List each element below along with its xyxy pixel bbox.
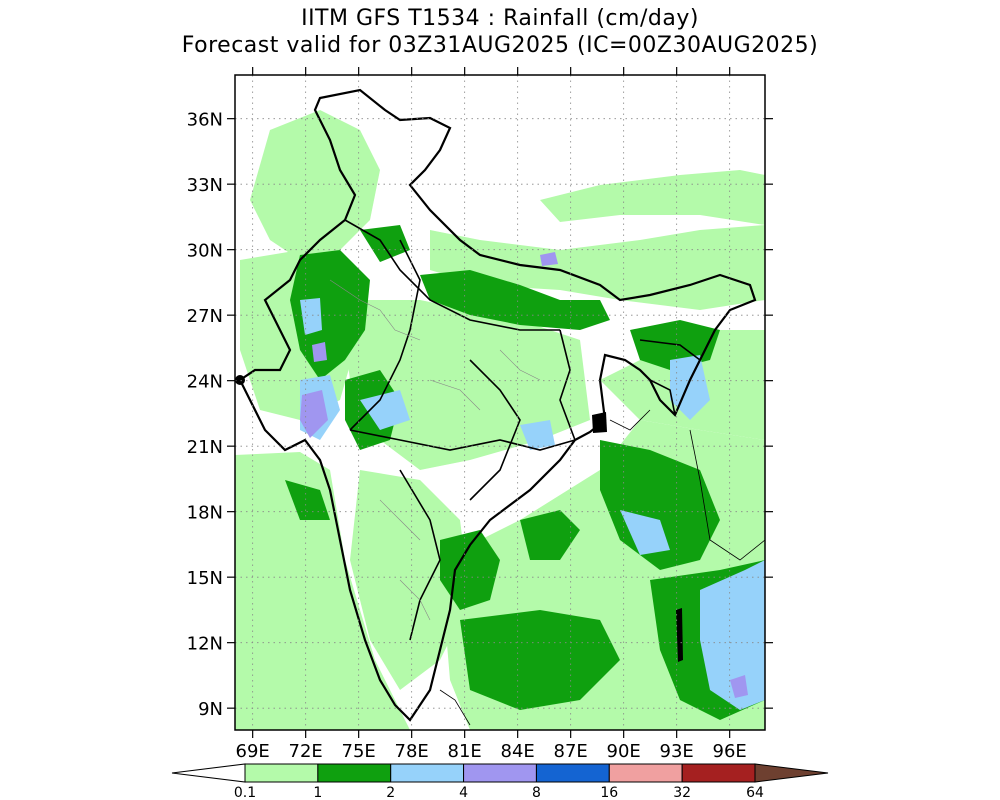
colorbar-below-triangle: [171, 763, 246, 783]
lon-label: 72E: [289, 741, 323, 762]
colorbar-swatch: [681, 763, 756, 783]
lat-label: 21N: [187, 437, 223, 458]
lat-label: 24N: [187, 372, 223, 393]
rain-field-heavy: [300, 298, 765, 710]
colorbar-label: 4: [459, 785, 468, 800]
lon-label: 90E: [607, 741, 641, 762]
colorbar-label: 0.1: [234, 785, 256, 800]
colorbar-above-triangle: [754, 763, 829, 783]
plot-frame: [234, 74, 766, 731]
neighbour-borders: [439, 409, 766, 726]
lat-label: 27N: [187, 306, 223, 327]
lon-label: 93E: [660, 741, 694, 762]
colorbar-label: 8: [532, 785, 541, 800]
grid-lines: [235, 75, 765, 730]
chart-subtitle: Forecast valid for 03Z31AUG2025 (IC=00Z3…: [181, 33, 819, 58]
colorbar-swatch: [317, 763, 392, 783]
chart-title: IITM GFS T1534 : Rainfall (cm/day): [301, 6, 699, 31]
lon-label: 84E: [501, 741, 535, 762]
colorbar-label: 32: [673, 785, 691, 800]
lat-label: 33N: [187, 175, 223, 196]
colorbar-label: 16: [600, 785, 618, 800]
lon-label: 75E: [342, 741, 376, 762]
colorbar-swatch: [535, 763, 610, 783]
colorbar-swatch: [608, 763, 683, 783]
lat-label: 15N: [187, 568, 223, 589]
colorbar-label: 2: [386, 785, 395, 800]
state-boundaries: [344, 219, 701, 641]
colorbar-swatch: [244, 763, 319, 783]
rain-field-very-heavy: [300, 252, 748, 698]
axes: 36N 33N 30N 27N 24N 21N 18N 15N 12N 9N 69E 72E 75E 78…: [187, 67, 773, 762]
colorbar: 0.1 1 2 4 8 16 32 64: [171, 763, 829, 800]
colorbar-label: 1: [313, 785, 322, 800]
lon-label: 81E: [448, 741, 482, 762]
colorbar-swatch: [463, 763, 537, 783]
colorbar-label: 64: [746, 785, 764, 800]
india-outline: [238, 88, 757, 722]
lat-label: 30N: [187, 241, 223, 262]
colorbar-swatch: [390, 763, 465, 783]
district-lines: [329, 279, 541, 621]
lat-label: 36N: [187, 110, 223, 131]
rain-field-extreme: [235, 375, 683, 662]
lon-label: 69E: [236, 741, 270, 762]
lat-label: 18N: [187, 503, 223, 524]
lon-label: 96E: [713, 741, 747, 762]
lat-label: 9N: [198, 699, 223, 720]
lat-label: 12N: [187, 634, 223, 655]
lon-label: 87E: [554, 741, 588, 762]
lon-label: 78E: [395, 741, 429, 762]
